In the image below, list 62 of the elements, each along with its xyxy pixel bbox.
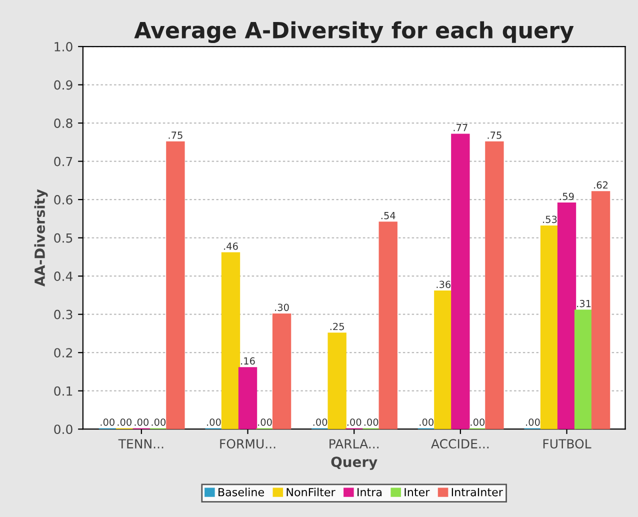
text: 1.0 [54,42,72,52]
chart-title: Average A-Diversity for each query [134,21,574,43]
legend-label: IntraInter [452,488,503,496]
bar [328,332,346,430]
text: 0.5 [54,233,72,243]
data-label: .00 [258,418,272,426]
data-label: .25 [330,322,344,330]
legend-label: Inter [404,488,430,496]
bar [378,222,398,430]
bar [557,202,576,430]
bar [451,134,470,430]
x-tick-label: TENN... [118,439,164,448]
data-label: .77 [454,124,468,132]
data-label: .00 [207,418,221,426]
data-label: .53 [543,216,557,224]
x-tick-label: FUTBOL [543,439,592,449]
data-label: .00 [470,418,485,426]
data-label: .46 [224,242,238,250]
legend-label: NonFilter [286,488,336,496]
bar [272,314,292,430]
bar [221,252,240,430]
data-label: .00 [526,418,540,426]
data-label: .30 [275,304,289,312]
text: 0.7 [54,156,72,166]
bar [434,290,453,430]
text: 0.4 [54,272,73,282]
bar [485,141,504,430]
data-label: .62 [594,181,608,189]
data-label: .00 [152,418,166,426]
bar [238,367,258,430]
data-label: .00 [420,418,434,426]
data-label: .54 [381,212,396,220]
data-label: .75 [168,132,182,139]
text: 0.3 [54,310,72,320]
text: 0.8 [54,118,72,128]
text: 0.0 [54,424,72,434]
data-label: .00 [134,418,149,426]
x-tick-label: ACCIDE... [431,439,489,449]
bar [166,141,185,430]
text: 0.1 [54,386,72,396]
data-label: .00 [347,418,362,426]
data-label: .31 [577,300,591,308]
data-label: .59 [560,192,574,200]
legend-label: Intra [358,488,382,496]
data-label: .00 [100,418,114,426]
x-tick-label: PARLA... [330,439,378,448]
data-label: .00 [313,418,328,426]
data-label: .16 [241,357,255,365]
y-axis-title: AA-Diversity [34,189,48,287]
bar [591,191,610,430]
data-label: .00 [118,418,132,426]
text: 0.9 [54,80,72,90]
text: 0.6 [54,195,72,204]
data-label: .00 [364,418,378,426]
text: 0.2 [54,348,72,358]
data-label: .36 [436,280,451,288]
bar [540,226,560,430]
legend-label: Baseline [218,488,264,496]
data-label: .75 [488,132,502,139]
x-axis-title: Query [331,456,378,470]
x-tick-label: FORMU... [220,439,276,449]
bar [574,310,594,430]
